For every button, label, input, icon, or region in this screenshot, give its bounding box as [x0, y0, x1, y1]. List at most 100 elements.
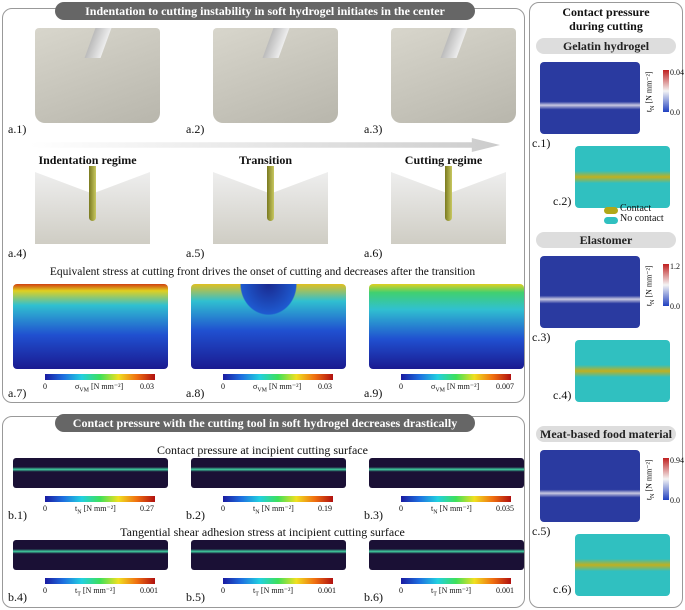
unit-symbol: t — [644, 303, 654, 307]
contact-map — [575, 146, 670, 208]
unit-label: tN[N mm⁻²] — [253, 504, 294, 516]
panel-label: b.5) — [186, 590, 205, 604]
unit-sub: N — [433, 509, 438, 516]
blade — [445, 166, 452, 221]
panel-label: c.4) — [553, 388, 572, 402]
colorbar — [45, 496, 155, 502]
legend-label: Contact — [620, 203, 652, 214]
colorbar-tick: 0 — [43, 504, 47, 513]
unit-sub: T — [433, 591, 437, 598]
unit-unit: [N mm⁻²] — [439, 504, 472, 513]
panel-label: a.9) — [364, 386, 383, 400]
unit-unit: [N mm⁻²] — [83, 504, 116, 513]
stress-map — [191, 284, 346, 369]
unit-unit: [N mm⁻²] — [438, 586, 472, 595]
unit-sub: T — [77, 591, 81, 598]
panel-label: b.2) — [186, 508, 205, 522]
unit-label: tT [N mm⁻²] — [253, 586, 293, 598]
panel-label: a.4) — [8, 246, 27, 260]
colorbar — [663, 458, 669, 500]
unit-unit: [N mm⁻²] — [644, 459, 654, 492]
unit-symbol: σ — [75, 382, 80, 391]
regime-name: Cutting regime — [404, 153, 483, 167]
panel-label: b.4) — [8, 590, 27, 604]
unit-symbol: t — [644, 109, 654, 113]
surface-map — [369, 540, 524, 570]
panel-label: a.3) — [364, 122, 383, 136]
unit-sub: N — [650, 493, 657, 498]
unit-symbol: t — [75, 504, 78, 513]
unit-label: σVM [N mm⁻²] — [75, 382, 123, 394]
panel-label: c.6) — [553, 582, 572, 596]
material-name: Elastomer — [536, 232, 676, 248]
unit-symbol: t — [253, 504, 256, 513]
colorbar — [401, 374, 511, 380]
unit-label: tT [N mm⁻²] — [431, 586, 471, 598]
unit-label: σVM [N mm⁻²] — [431, 382, 479, 394]
panel-label: c.3) — [532, 330, 551, 344]
colorbar — [45, 374, 155, 380]
colorbar-tick: 0.0 — [670, 302, 680, 311]
unit-label: tN[N mm⁻²] — [645, 71, 657, 112]
unit-label: tN[N mm⁻²] — [645, 459, 657, 500]
legend-swatch — [604, 207, 618, 214]
unit-sub: VM — [79, 387, 89, 394]
panel-label: b.6) — [364, 590, 383, 604]
colorbar-tick: 0.001 — [318, 586, 336, 595]
colorbar-tick: 0 — [399, 504, 403, 513]
colorbar — [663, 70, 669, 112]
material-name: Meat-based food material — [536, 426, 676, 442]
stress-map — [369, 284, 524, 369]
panel-label: c.5) — [532, 524, 551, 538]
legend-swatch — [604, 217, 618, 224]
panel-c-frame — [529, 2, 683, 608]
unit-sub: N — [650, 299, 657, 304]
colorbar-tick: 0.007 — [496, 382, 514, 391]
colorbar — [223, 578, 333, 584]
unit-symbol: t — [75, 586, 78, 595]
panel-label: a.1) — [8, 122, 27, 136]
unit-sub: N — [77, 509, 82, 516]
unit-unit: [N mm⁻²] — [82, 586, 116, 595]
panel-label: a.7) — [8, 386, 27, 400]
pressure-map — [540, 450, 640, 522]
colorbar — [401, 578, 511, 584]
regime-name: Indentation regime — [38, 153, 137, 167]
unit-label: tN[N mm⁻²] — [645, 265, 657, 306]
pressure-title: Contact pressure at incipient cutting su… — [157, 443, 368, 457]
unit-symbol: t — [644, 497, 654, 501]
panel-label: c.2) — [553, 194, 572, 208]
unit-sub: VM — [257, 387, 267, 394]
surface-map — [369, 458, 524, 488]
unit-label: tT [N mm⁻²] — [75, 586, 115, 598]
unit-symbol: σ — [253, 382, 258, 391]
panel-label: a.5) — [186, 246, 205, 260]
colorbar — [663, 264, 669, 306]
unit-label: σVM [N mm⁻²] — [253, 382, 301, 394]
colorbar — [223, 374, 333, 380]
unit-symbol: t — [431, 504, 434, 513]
colorbar-tick: 0.035 — [496, 504, 514, 513]
colorbar — [45, 578, 155, 584]
colorbar-tick: 0 — [221, 586, 225, 595]
contact-map — [575, 340, 670, 402]
colorbar-tick: 0.04 — [670, 68, 684, 77]
colorbar-tick: 0.27 — [140, 504, 154, 513]
surface-map — [13, 540, 168, 570]
colorbar — [223, 496, 333, 502]
colorbar-tick: 0 — [221, 504, 225, 513]
unit-symbol: σ — [431, 382, 436, 391]
unit-unit: [N mm⁻²] — [644, 265, 654, 298]
pressure-map — [540, 256, 640, 328]
panel-label: b.3) — [364, 508, 383, 522]
unit-unit: [N mm⁻²] — [446, 382, 480, 391]
pressure-map — [540, 62, 640, 134]
unit-sub: VM — [435, 387, 445, 394]
unit-unit: [N mm⁻²] — [260, 586, 294, 595]
colorbar-tick: 0.19 — [318, 504, 332, 513]
colorbar-tick: 1.2 — [670, 262, 680, 271]
colorbar-tick: 0 — [399, 382, 403, 391]
colorbar-tick: 0 — [399, 586, 403, 595]
panel-c-title-1: Contact pressure — [562, 5, 650, 19]
